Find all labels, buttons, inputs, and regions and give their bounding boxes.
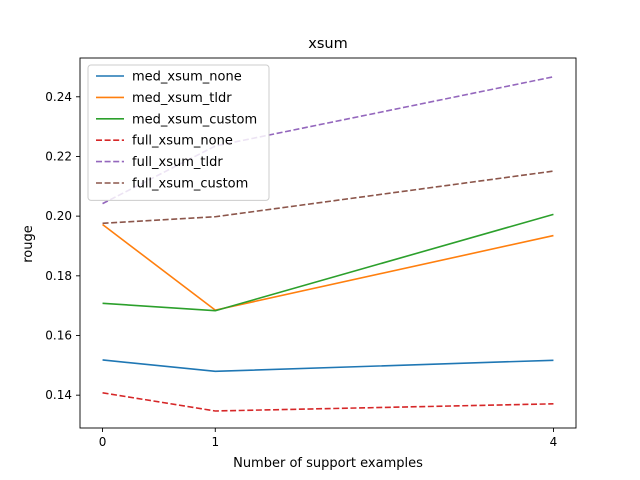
- series-line-full-xsum-custom: [102, 170, 554, 225]
- x-tick-label: 4: [550, 435, 558, 449]
- y-axis-title: rouge: [21, 225, 36, 263]
- series-line-full-xsum-tldr: [102, 76, 554, 205]
- y-tick-label: 0.24: [45, 90, 72, 104]
- y-tick-label: 0.22: [45, 149, 72, 163]
- x-tick-label: 1: [211, 435, 219, 449]
- x-axis-title: Number of support examples: [233, 456, 423, 471]
- legend-label-med-xsum-none: med_xsum_none: [132, 70, 242, 85]
- series-line-med-xsum-custom: [102, 213, 554, 312]
- y-tick-label: 0.20: [45, 209, 72, 223]
- series-layer: [102, 76, 554, 412]
- series-line-full-xsum-none: [102, 392, 554, 412]
- legend: med_xsum_none med_xsum_tldr med_xsum_custo…: [87, 64, 270, 201]
- legend-label-med-xsum-tldr: med_xsum_tldr: [132, 91, 232, 106]
- series-line-med-xsum-none: [102, 359, 554, 373]
- plot-frame: [79, 57, 577, 429]
- axes-layer: 0 1 4 0.14 0.16 0.18 0.20 0.22 0.24: [45, 57, 577, 449]
- y-tick-label: 0.18: [45, 269, 72, 283]
- legend-box: [87, 64, 270, 201]
- y-tick-label: 0.16: [45, 329, 72, 343]
- chart-title: xsum: [308, 36, 347, 52]
- legend-label-med-xsum-custom: med_xsum_custom: [132, 112, 257, 127]
- y-tick-label: 0.14: [45, 388, 72, 402]
- legend-label-full-xsum-tldr: full_xsum_tldr: [132, 155, 223, 170]
- legend-label-full-xsum-custom: full_xsum_custom: [132, 177, 248, 192]
- legend-label-full-xsum-none: full_xsum_none: [132, 134, 233, 149]
- x-tick-label: 0: [99, 435, 107, 449]
